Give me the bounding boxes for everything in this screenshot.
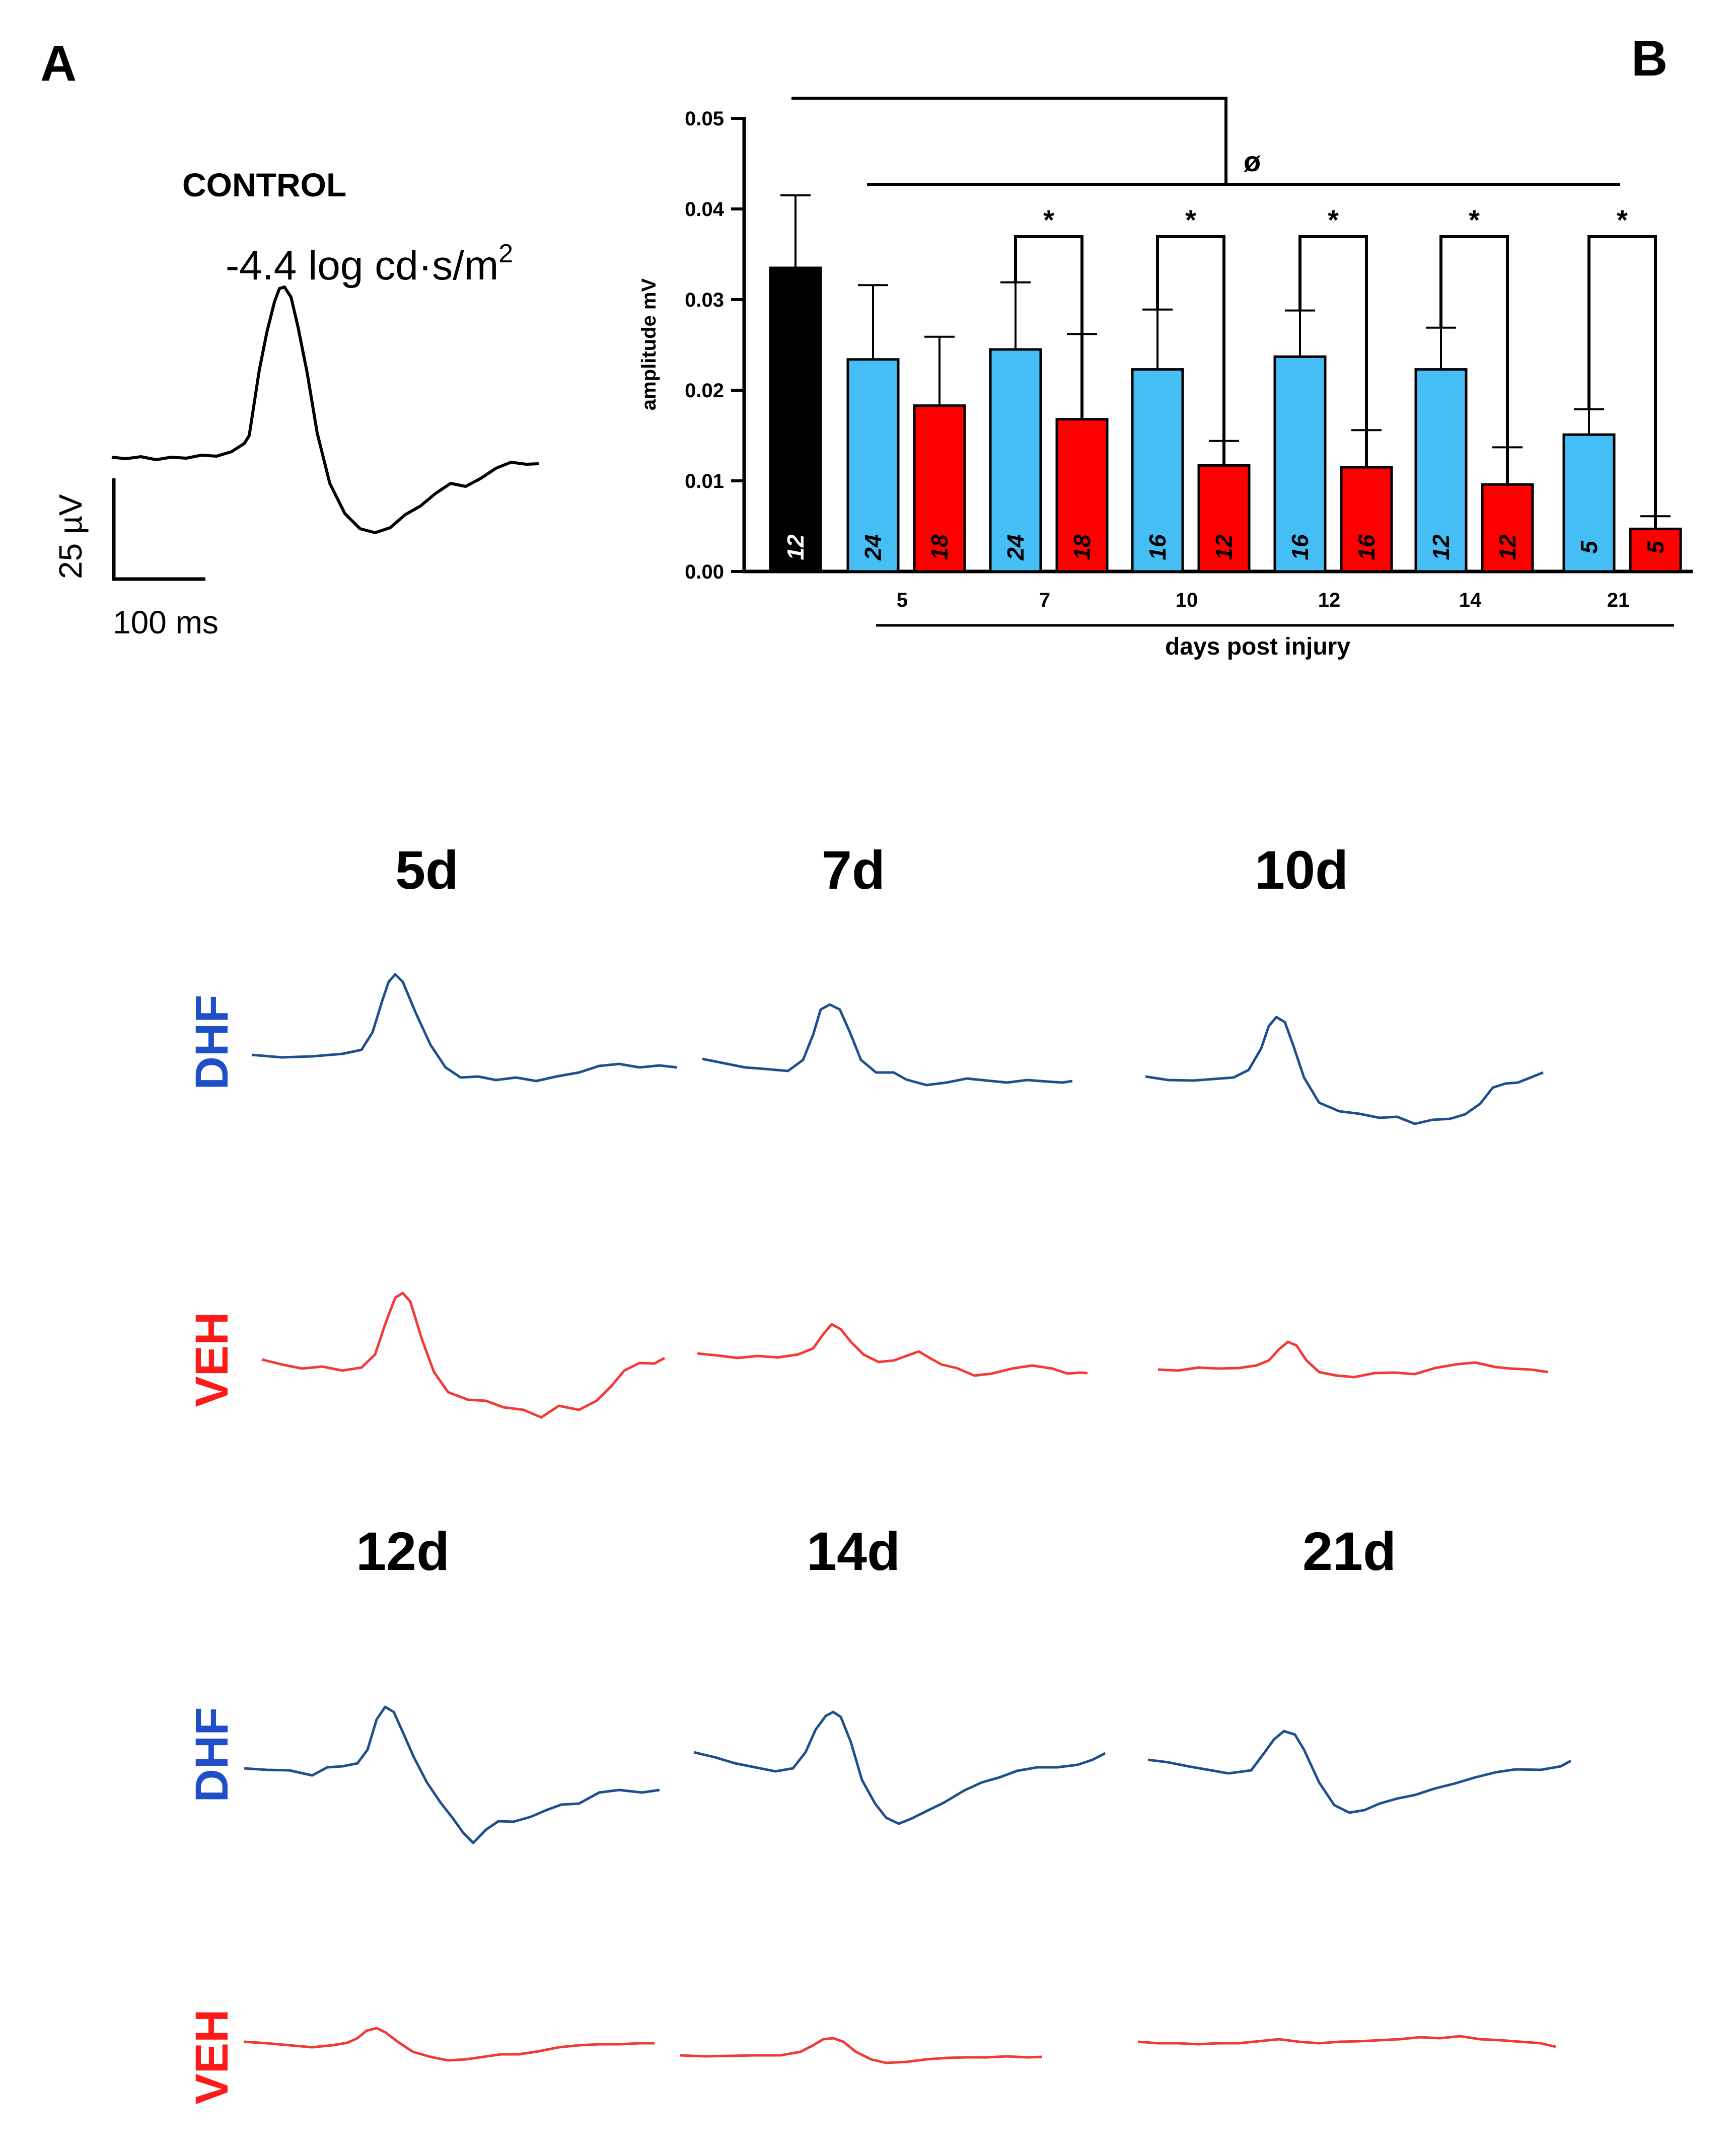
veh-bar xyxy=(1629,527,1682,573)
x-category-labels: 5 7 10 12 14 21 xyxy=(897,589,1629,611)
dhf-trace-5d xyxy=(251,973,678,1083)
flash-intensity: -4.4 log cd·s/m2 xyxy=(226,239,513,289)
day-title-7d: 7d xyxy=(822,839,885,900)
significance-bracket xyxy=(1014,235,1083,419)
scale-bar xyxy=(112,478,205,581)
y-tick-label: 0.02 xyxy=(685,380,724,402)
veh-trace-5d xyxy=(261,1292,666,1419)
x-category-label: 12 xyxy=(1318,589,1341,611)
control-title: CONTROL xyxy=(182,166,346,203)
veh-trace-14d xyxy=(679,2037,1043,2064)
control-erg-trace xyxy=(111,285,539,534)
veh-bar xyxy=(1197,464,1251,573)
control-n-label: 12 xyxy=(782,534,809,560)
dhf-trace-14d xyxy=(693,1710,1106,1825)
scale-bar-voltage-label: 25 µV xyxy=(52,494,89,579)
x-category-label: 5 xyxy=(897,589,908,611)
veh-n-label: 12 xyxy=(1494,534,1521,560)
veh-trace-7d xyxy=(697,1323,1088,1377)
dhf-bar xyxy=(846,358,900,573)
y-tick-label: 0.00 xyxy=(685,561,724,583)
day-title-12d: 12d xyxy=(356,1521,450,1582)
significance-brackets: * * * * * xyxy=(1014,204,1657,529)
group-label-dhf-row1: DHF xyxy=(186,994,238,1090)
day-title-14d: 14d xyxy=(807,1521,900,1582)
y-tick-label: 0.05 xyxy=(685,108,724,130)
dhf-n-label: 16 xyxy=(1287,534,1313,560)
bar-chart: 0.00 0.01 0.02 0.03 0.04 0.05 amplitude mV 12… xyxy=(638,97,1693,660)
significance-bracket xyxy=(1298,235,1368,467)
veh-bar xyxy=(1481,483,1534,573)
dhf-n-label: 5 xyxy=(1576,540,1602,554)
y-tick-label: 0.01 xyxy=(685,470,724,492)
dhf-bar xyxy=(989,348,1042,573)
x-category-label: 7 xyxy=(1039,589,1050,611)
veh-n-label: 18 xyxy=(1069,534,1095,560)
veh-n-label: 5 xyxy=(1642,540,1669,554)
day-title-21d: 21d xyxy=(1303,1521,1396,1582)
control-significance-symbol: ø xyxy=(1244,146,1261,177)
flash-intensity-superscript: 2 xyxy=(498,239,513,268)
dhf-traces-row1 xyxy=(251,973,1544,1125)
bars: 12 24 18 24 18 16 12 16 16 12 12 5 5 xyxy=(769,194,1682,573)
significance-asterisk: * xyxy=(1617,204,1628,236)
significance-asterisk: * xyxy=(1185,204,1196,236)
x-category-label: 21 xyxy=(1607,589,1630,611)
scale-bar-time-label: 100 ms xyxy=(113,604,219,640)
dhf-trace-10d xyxy=(1145,1016,1544,1125)
significance-bracket xyxy=(1439,235,1509,485)
significance-asterisk: * xyxy=(1043,204,1054,236)
day-title-5d: 5d xyxy=(395,839,459,900)
dhf-n-label: 12 xyxy=(1428,534,1454,560)
veh-bar xyxy=(1055,418,1109,573)
control-bar xyxy=(769,266,822,573)
day-titles: 5d 7d 10d 12d 14d 21d xyxy=(356,839,1396,1582)
veh-trace-12d xyxy=(244,2027,655,2062)
dhf-trace-7d xyxy=(702,1003,1073,1087)
dhf-bar xyxy=(1414,368,1468,573)
veh-trace-10d xyxy=(1158,1340,1549,1379)
day-title-10d: 10d xyxy=(1255,839,1348,900)
x-axis-label: days post injury xyxy=(1165,633,1350,660)
veh-n-label: 12 xyxy=(1211,534,1237,560)
x-category-label: 14 xyxy=(1459,589,1482,611)
y-tick-label: 0.04 xyxy=(685,198,725,221)
dhf-n-label: 24 xyxy=(860,534,886,560)
panel-label-b: B xyxy=(1631,30,1668,87)
veh-traces-row2 xyxy=(244,2027,1556,2064)
veh-bar xyxy=(1340,466,1393,573)
veh-n-label: 18 xyxy=(926,534,953,560)
group-label-veh-row2: VEH xyxy=(186,2009,238,2104)
flash-intensity-text: -4.4 log cd·s/m xyxy=(226,243,498,289)
y-axis-label: amplitude mV xyxy=(638,278,660,411)
y-ticks: 0.00 0.01 0.02 0.03 0.04 0.05 xyxy=(685,108,744,583)
significance-asterisk: * xyxy=(1328,204,1339,236)
veh-n-label: 16 xyxy=(1353,534,1380,560)
dhf-bar xyxy=(1131,368,1184,573)
veh-trace-21d xyxy=(1137,2035,1556,2048)
group-labels: DHF VEH DHF VEH xyxy=(186,994,238,2104)
control-comparison-line xyxy=(791,97,1227,184)
x-category-label: 10 xyxy=(1176,589,1198,611)
control-panel: CONTROL -4.4 log cd·s/m2 25 µV 100 ms xyxy=(52,166,539,640)
dhf-n-label: 24 xyxy=(1002,534,1029,560)
dhf-traces-row2 xyxy=(244,1705,1572,1844)
panel-label-a: A xyxy=(40,35,77,92)
group-label-dhf-row2: DHF xyxy=(186,1707,238,1802)
significance-bracket xyxy=(1156,235,1225,466)
y-tick-label: 0.03 xyxy=(685,289,724,311)
veh-traces-row1 xyxy=(261,1292,1549,1419)
significance-bracket xyxy=(1587,235,1657,529)
significance-asterisk: * xyxy=(1469,204,1480,236)
dhf-n-label: 16 xyxy=(1144,534,1171,560)
group-label-veh-row1: VEH xyxy=(186,1312,238,1407)
dhf-trace-21d xyxy=(1147,1730,1572,1814)
dhf-trace-12d xyxy=(244,1705,660,1844)
